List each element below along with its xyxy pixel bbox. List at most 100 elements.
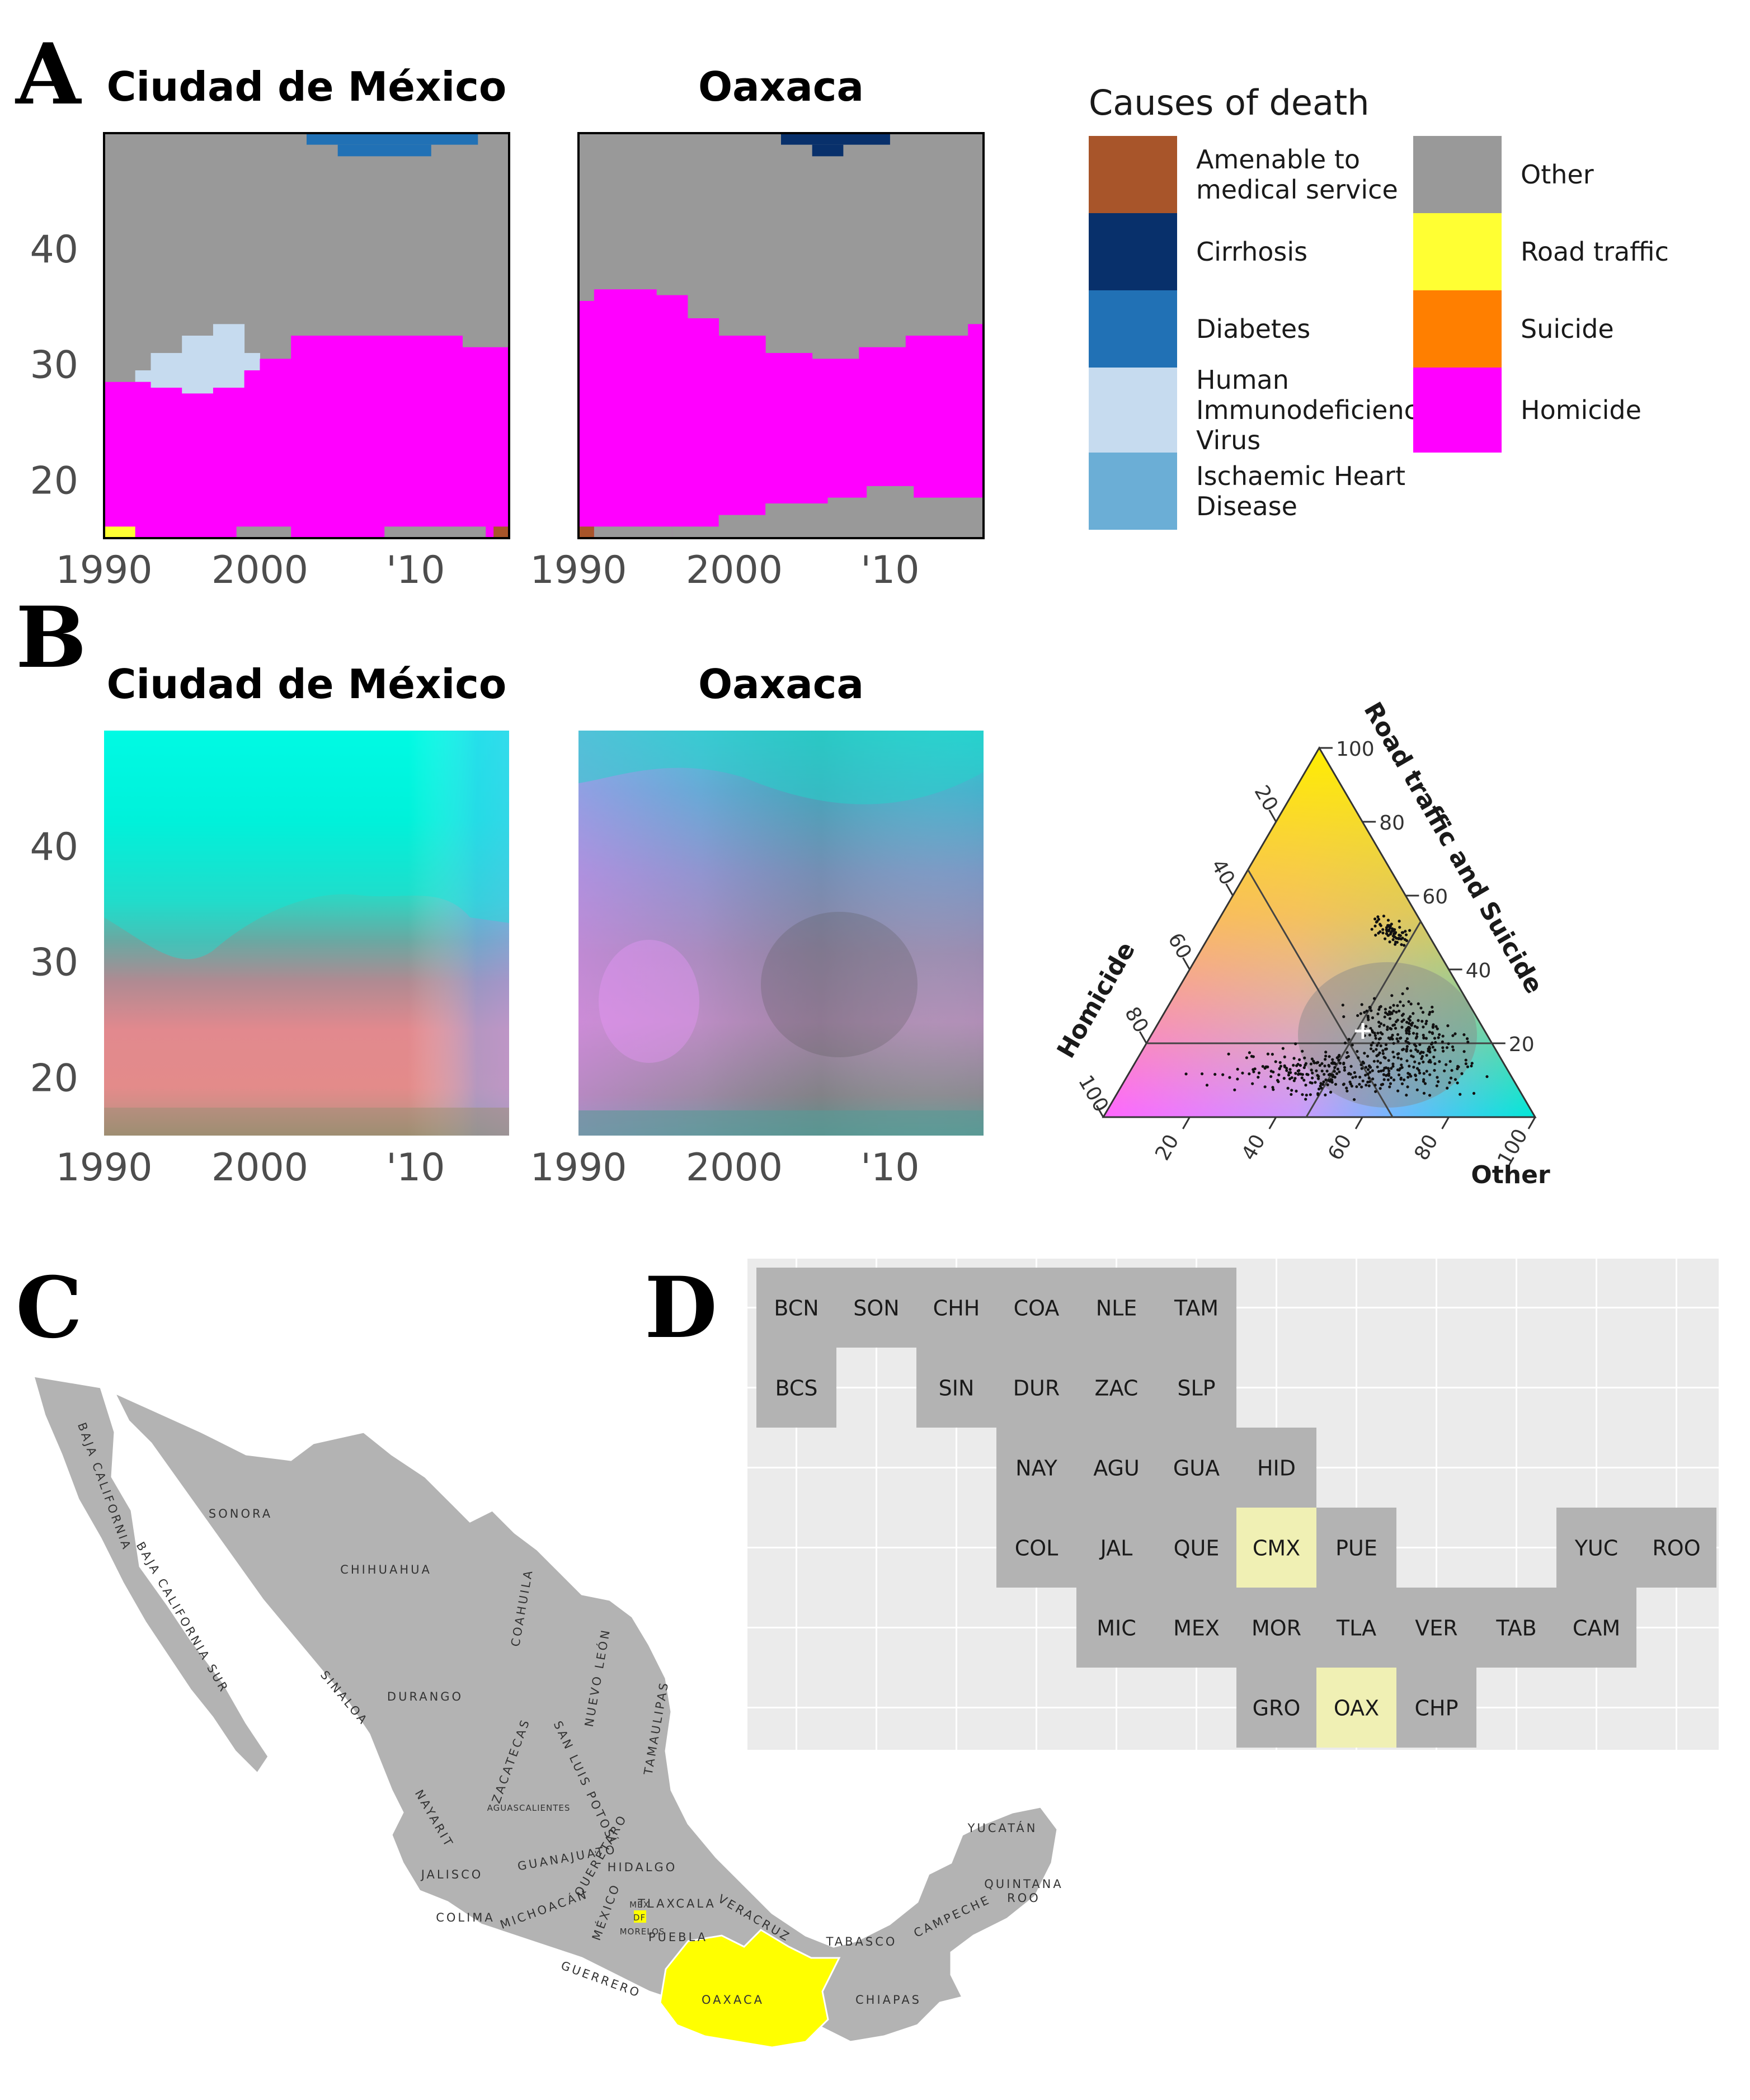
axes-a-oaxaca: 1990 2000 '10: [530, 132, 985, 592]
map-state-label: SONORA: [209, 1507, 272, 1520]
ternary-tick: 80: [1120, 1003, 1152, 1037]
cell-cirrhosis: [812, 144, 844, 157]
cell-hiv: [244, 353, 260, 371]
tile-yuc: [1556, 1508, 1636, 1588]
x-tick-label: 2000: [686, 548, 783, 592]
cell-hiv: [135, 370, 152, 382]
tile-label: YUC: [1574, 1536, 1619, 1561]
tile-cam: [1556, 1588, 1636, 1668]
cell-homicide: [182, 393, 214, 538]
cell-other: [765, 503, 829, 538]
tile-label: GUA: [1173, 1456, 1220, 1481]
tile-label: VER: [1415, 1616, 1457, 1641]
tile-roo: [1636, 1508, 1716, 1588]
cell-hiv: [213, 324, 245, 388]
map-state-label: CHIAPAS: [855, 1993, 921, 2007]
legend-label: Human: [1196, 365, 1289, 395]
tile-col: [996, 1508, 1076, 1588]
legend-label: Cirrhosis: [1196, 237, 1307, 267]
legend-label: Road traffic: [1521, 237, 1669, 267]
cell-homicide: [687, 318, 719, 538]
panel-letter-a: A: [15, 25, 82, 124]
map-state-label: OAXACA: [702, 1993, 764, 2007]
tile-gro: [1236, 1668, 1316, 1748]
chart-title-b-oaxaca: Oaxaca: [698, 661, 864, 708]
map-state-label: COLIMA: [436, 1911, 495, 1924]
tile-label: TLA: [1336, 1616, 1376, 1641]
cell-other: [594, 526, 672, 538]
ternary-tick: 40: [1466, 959, 1492, 982]
tile-label: SON: [853, 1296, 899, 1321]
x-tick-label: 2000: [686, 1146, 783, 1190]
map-state-label: PUEBLA: [648, 1931, 708, 1944]
tile-label: TAM: [1174, 1296, 1219, 1321]
x-tick-label: 1990: [530, 548, 627, 592]
legend-key: [1089, 453, 1177, 530]
tile-zac: [1076, 1348, 1156, 1428]
cell-homicide: [718, 336, 766, 538]
ternary-tick: 40: [1206, 855, 1239, 889]
tile-label: DUR: [1013, 1376, 1060, 1401]
legend-label: Ischaemic Heart: [1196, 461, 1405, 491]
tile-tam: [1156, 1268, 1236, 1348]
x-tick-label: 1990: [55, 1146, 152, 1190]
map-state-label: ROO: [1007, 1891, 1041, 1905]
ternary-axis-right: Other: [1471, 1161, 1550, 1189]
cell-road-traffic: [104, 526, 135, 538]
tile-cmx: [1236, 1508, 1316, 1588]
cell-homicide: [104, 382, 136, 538]
tile-label: CHP: [1414, 1696, 1458, 1721]
ternary-tick: 40: [1238, 1131, 1270, 1164]
tile-label: SIN: [939, 1376, 975, 1401]
cell-homicide: [578, 300, 595, 538]
tile-tla: [1316, 1588, 1396, 1668]
ternary-points: [1184, 914, 1489, 1101]
ternary-tick: 60: [1324, 1131, 1356, 1164]
tile-label: MEX: [1173, 1616, 1220, 1641]
map-state-label: YUCATÁN: [967, 1821, 1038, 1835]
legend-key: [1413, 290, 1502, 368]
tile-label: MOR: [1252, 1616, 1301, 1641]
legend-label: Immunodeficiency: [1196, 395, 1433, 425]
ternary-tick: 80: [1379, 812, 1405, 835]
tile-dur: [996, 1348, 1076, 1428]
map-state-label: MEX: [629, 1900, 650, 1910]
map-state-label: AGUASCALIENTES: [487, 1803, 571, 1813]
tile-gua: [1156, 1428, 1236, 1508]
heatmap-a-oaxaca: [578, 133, 984, 538]
ternary-tick: 20: [1151, 1131, 1183, 1164]
tile-bcn: [756, 1268, 836, 1348]
axes-a-cdmx: 1990 2000 '10 20 30 40: [30, 132, 510, 592]
heatmap-b-oaxaca: [578, 731, 984, 1136]
tile-label: SLP: [1177, 1376, 1215, 1401]
cell-other: [913, 497, 984, 538]
ternary-tick: 60: [1163, 929, 1196, 963]
legend-label: Virus: [1196, 425, 1260, 455]
tile-label: JAL: [1099, 1536, 1133, 1561]
panel-letter-c: C: [16, 1259, 82, 1357]
map-state-label: CHIHUAHUA: [340, 1563, 432, 1576]
tile-label: AGU: [1093, 1456, 1140, 1481]
tile-label: MIC: [1097, 1616, 1136, 1641]
x-tick-label: '10: [386, 548, 445, 592]
ternary-tick: 80: [1410, 1131, 1442, 1164]
tile-chh: [916, 1268, 996, 1348]
tile-label: NAY: [1015, 1456, 1057, 1481]
legend-label: Amenable to: [1196, 144, 1360, 175]
legend-key: [1413, 368, 1502, 453]
ternary-axis-left: Homicide: [1052, 937, 1141, 1063]
tile-coa: [996, 1268, 1076, 1348]
map-state-label: DURANGO: [387, 1690, 463, 1703]
cell-amenable: [578, 526, 594, 538]
legend-label: medical service: [1196, 175, 1398, 205]
legend-key: [1089, 290, 1177, 368]
tile-label: CHH: [933, 1296, 980, 1321]
x-tick-label: 2000: [211, 548, 308, 592]
tile-label: COL: [1015, 1536, 1059, 1561]
chart-title-a-cdmx: Ciudad de México: [107, 63, 507, 110]
x-tick-label: '10: [860, 1146, 919, 1190]
y-tick-label: 20: [30, 459, 78, 503]
tile-label: HID: [1257, 1456, 1296, 1481]
